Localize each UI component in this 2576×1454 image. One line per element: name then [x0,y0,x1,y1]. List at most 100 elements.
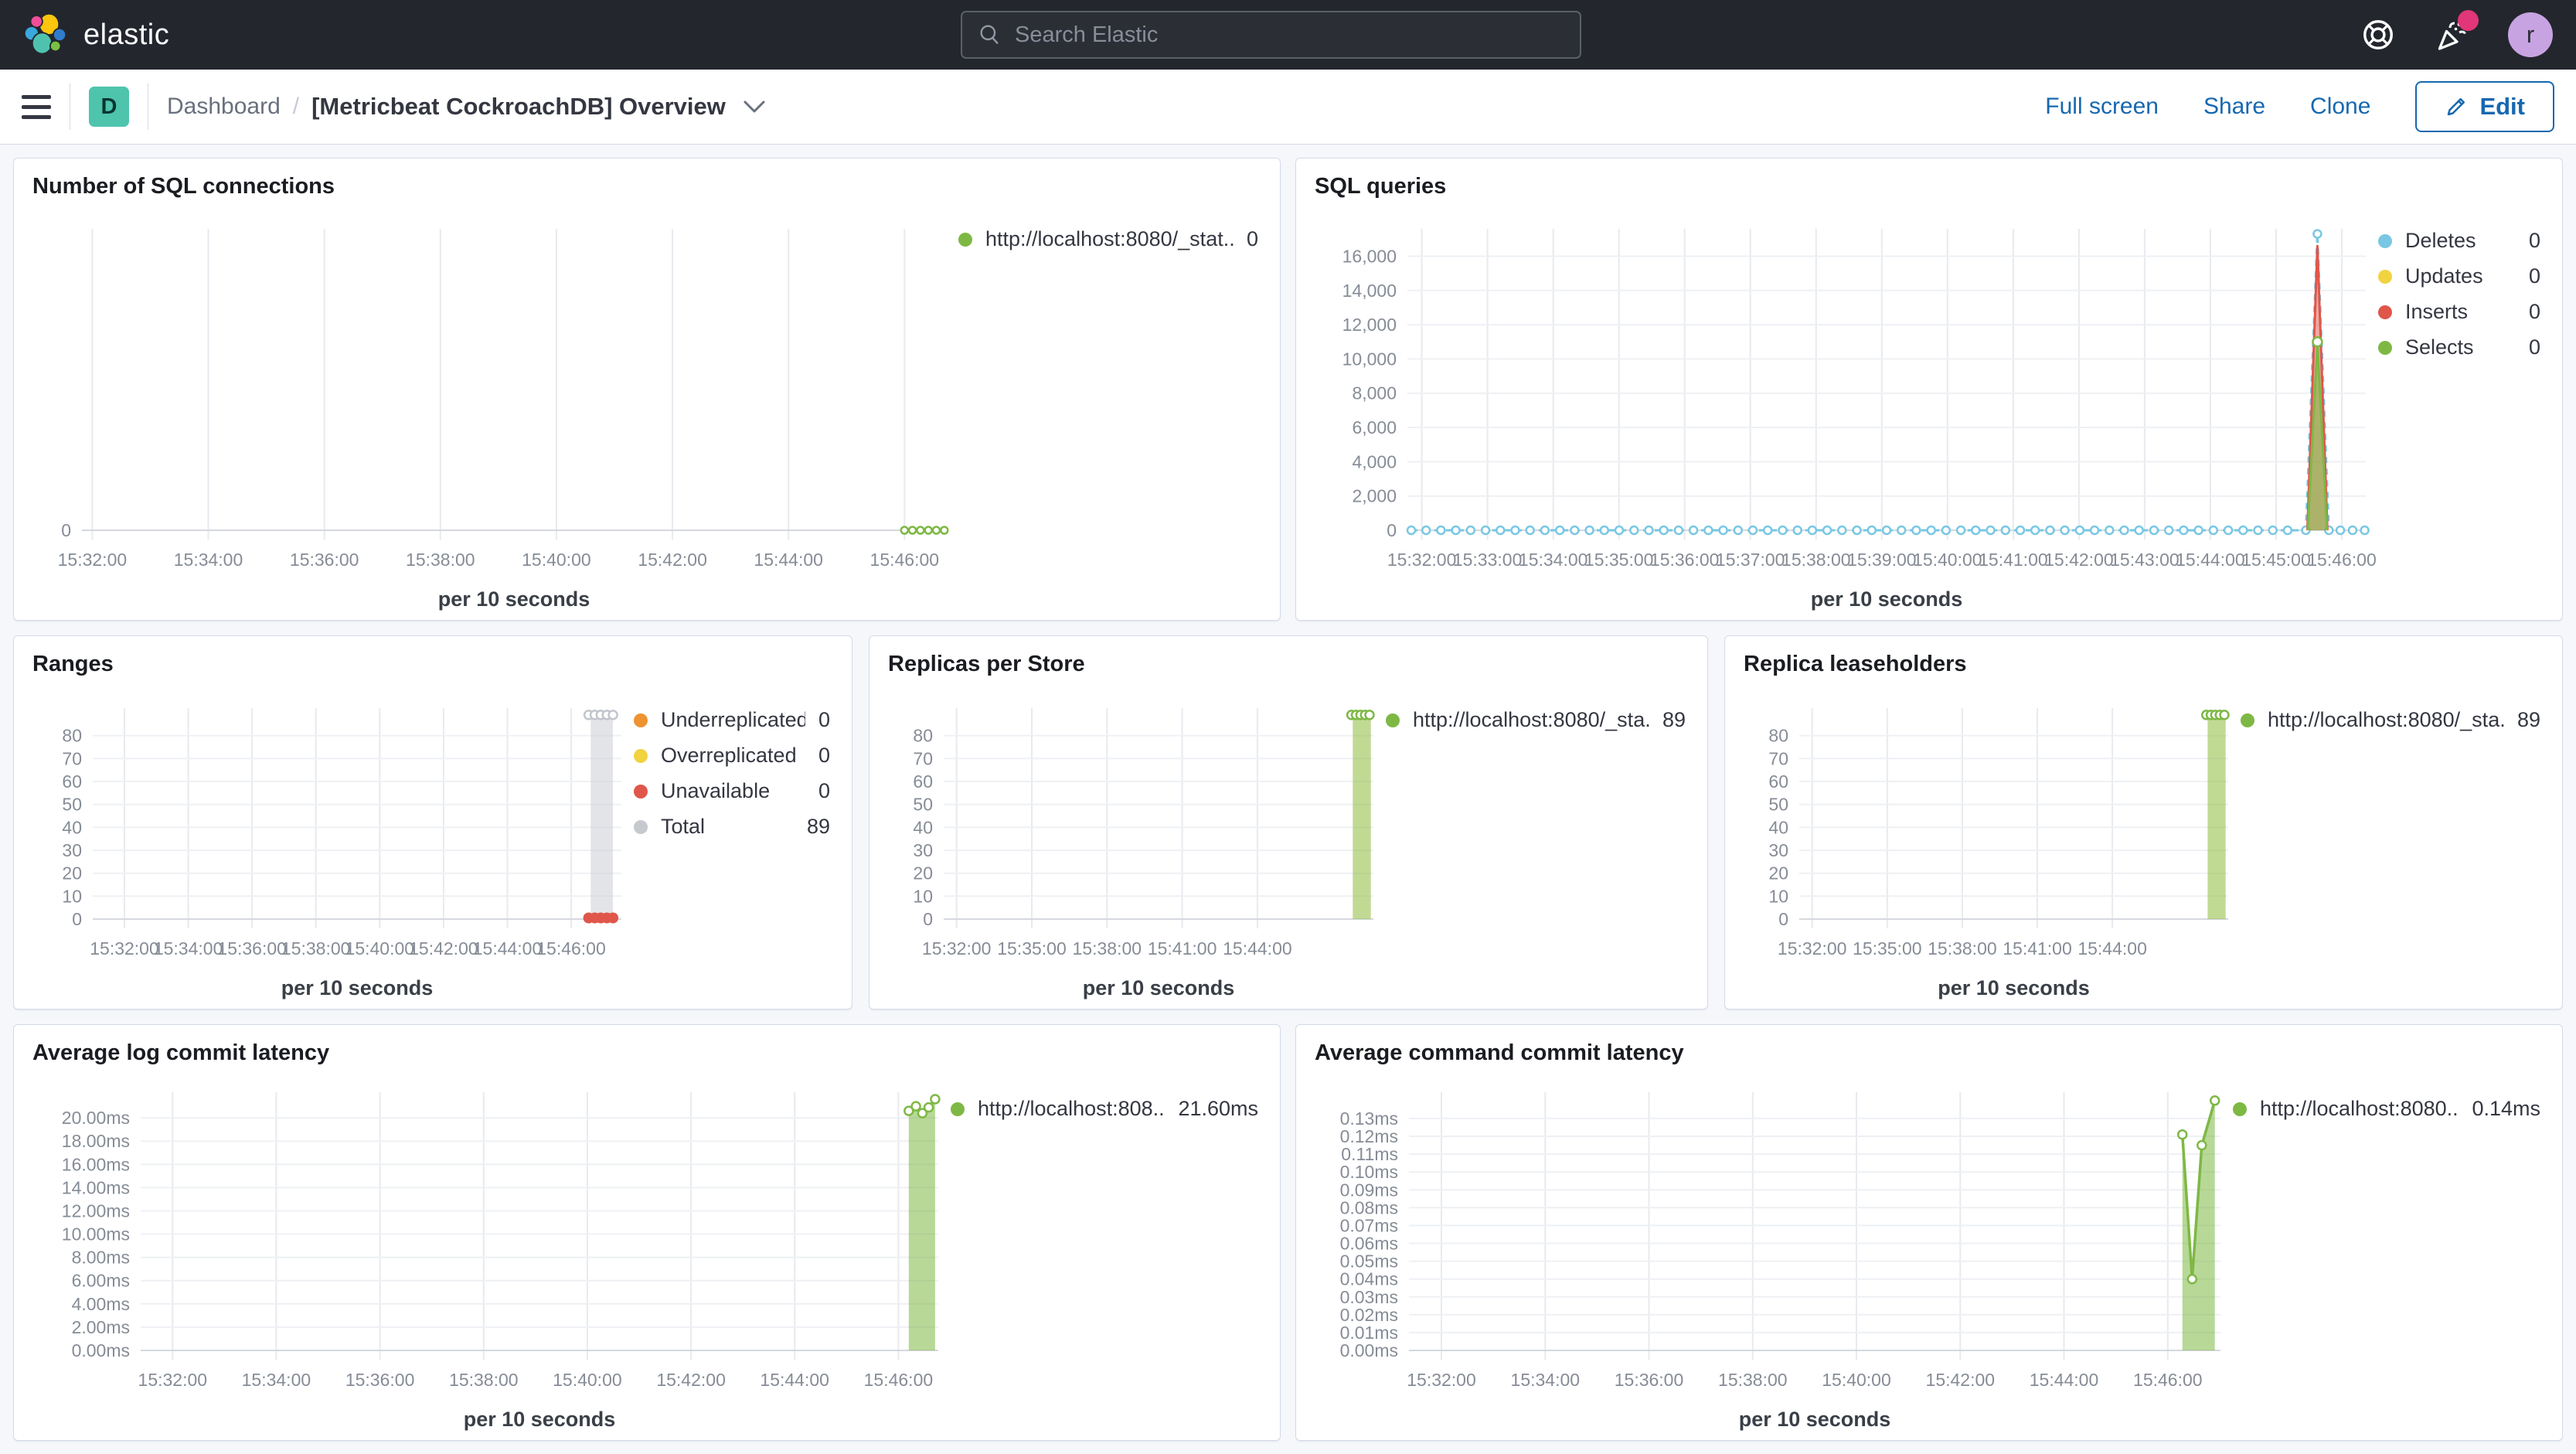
panel-average-command-commit-latency: Average command commit latency 0.00ms 0.0… [1295,1024,2563,1441]
svg-text:15:32:00: 15:32:00 [58,550,128,570]
svg-text:16.00ms: 16.00ms [62,1154,130,1174]
svg-text:15:36:00: 15:36:00 [1615,1370,1684,1390]
legend-item[interactable]: Total 89 [634,815,830,839]
legend-item[interactable]: http://localhost:808... 21.60ms [951,1097,1258,1121]
svg-text:per 10 seconds: per 10 seconds [281,976,434,999]
legend-label: Underreplicated [661,708,805,731]
breadcrumb-dashboard[interactable]: Dashboard [167,94,281,119]
legend-item[interactable]: Updates 0 [2378,264,2540,288]
svg-text:16,000: 16,000 [1342,246,1397,266]
svg-text:30: 30 [913,840,933,860]
legend-dot-icon [2233,1102,2247,1116]
svg-text:6,000: 6,000 [1352,417,1397,438]
chevron-down-icon [744,100,765,113]
svg-text:8.00ms: 8.00ms [72,1248,130,1268]
chart-number-of-sql-connections[interactable]: 0 15:32:00 15:34:00 15:36:00 15:38:00 15:40:0… [32,209,958,611]
legend-dot-icon [2378,305,2392,319]
svg-text:50: 50 [62,795,82,815]
legend-item[interactable]: Deletes 0 [2378,229,2540,253]
legend-dot-icon [2378,340,2392,355]
svg-text:15:40:00: 15:40:00 [522,550,591,570]
svg-text:15:43:00: 15:43:00 [2110,550,2180,570]
svg-text:2,000: 2,000 [1352,486,1397,506]
chart-canvas[interactable]: 0 2,000 4,000 6,000 8,000 10,000 12,000 14,000 1… [1315,209,2378,611]
legend-item[interactable]: Selects 0 [2378,335,2540,359]
legend-label: Updates [2405,264,2483,288]
elastic-logo[interactable]: elastic [23,12,169,57]
help-button[interactable] [2360,16,2397,53]
legend-item[interactable]: http://localhost:8080/_sta... 89 [2241,708,2540,732]
user-avatar[interactable]: r [2508,12,2553,57]
svg-text:15:36:00: 15:36:00 [217,938,287,959]
svg-text:15:42:00: 15:42:00 [2044,550,2114,570]
edit-button[interactable]: Edit [2415,81,2554,132]
svg-text:15:32:00: 15:32:00 [1407,1370,1476,1390]
legend-item[interactable]: Overreplicated 0 [634,744,830,768]
chart-canvas[interactable]: 0.00ms0.01ms0.02ms0.03ms0.04ms0.05ms0.06… [1315,1075,2233,1431]
svg-text:15:41:00: 15:41:00 [2003,938,2072,959]
chart-sql-queries[interactable]: 0 2,000 4,000 6,000 8,000 10,000 12,000 14,000 1… [1315,209,2378,611]
svg-text:15:46:00: 15:46:00 [2133,1370,2203,1390]
svg-text:14.00ms: 14.00ms [62,1177,130,1197]
chart-legend: Deletes 0 Updates 0 Inserts 0 Selects 0 [2378,229,2544,611]
panel-number-of-sql-connections: Number of SQL connections 0 15:32:00 15:34… [13,158,1281,621]
legend-value: 0 [2528,335,2540,359]
svg-text:15:41:00: 15:41:00 [1148,938,1217,959]
global-search[interactable] [961,11,1581,59]
panel-title: Replica leaseholders [1744,652,1967,676]
svg-text:15:44:00: 15:44:00 [473,938,543,959]
menu-button[interactable] [22,94,51,119]
chart-average-command-commit-latency[interactable]: 0.00ms 0.01ms 0.02ms 0.03ms 0.04ms 0.05ms 0.06… [1315,1075,2233,1431]
svg-text:15:38:00: 15:38:00 [1718,1370,1788,1390]
svg-text:4,000: 4,000 [1352,451,1397,472]
chart-ranges[interactable]: 0 10 20 30 40 50 60 70 80 15:32:00 15:34:00 15:36:0… [32,686,634,999]
svg-text:10: 10 [62,886,82,906]
legend-value: 0.14ms [2472,1097,2540,1120]
svg-text:0.00ms: 0.00ms [1340,1340,1398,1360]
svg-text:14,000: 14,000 [1342,281,1397,301]
full-screen-button[interactable]: Full screen [2045,94,2159,119]
panel-replicas-per-store: Replicas per Store 0 10 20 30 40 50 60 70 80 15:3… [869,635,1708,1010]
svg-text:15:45:00: 15:45:00 [2241,550,2311,570]
panel-title: Number of SQL connections [32,174,335,199]
legend-dot-icon [1386,713,1400,727]
chart-replicas-per-store[interactable]: 0 10 20 30 40 50 60 70 80 15:32:00 15:35:00 15:38:0… [888,686,1386,999]
share-button[interactable]: Share [2203,94,2266,119]
svg-text:15:36:00: 15:36:00 [1650,550,1720,570]
svg-text:15:44:00: 15:44:00 [2077,938,2147,959]
space-badge[interactable]: D [89,87,129,127]
svg-text:15:34:00: 15:34:00 [1519,550,1588,570]
svg-text:12.00ms: 12.00ms [62,1200,130,1221]
svg-text:15:41:00: 15:41:00 [1979,550,2048,570]
legend-label: Total [661,815,706,838]
legend-value: 0 [2528,229,2540,252]
svg-text:20: 20 [913,863,933,884]
newsfeed-button[interactable] [2434,10,2479,53]
legend-item[interactable]: http://localhost:8080/_stat... 0 [958,227,1258,251]
legend-item[interactable]: http://localhost:8080/_sta... 89 [1386,708,1686,732]
svg-text:15:40:00: 15:40:00 [345,938,415,959]
legend-item[interactable]: Unavailable 0 [634,779,830,803]
search-input[interactable] [1015,22,1564,48]
legend-dot-icon [634,713,648,727]
panel-average-log-commit-latency: Average log commit latency 0.00ms 2.00ms 4… [13,1024,1281,1441]
chart-replica-leaseholders[interactable]: 0 10 20 30 40 50 60 70 80 15:32:00 15:35:00 15:38:0… [1744,686,2241,999]
title-options-button[interactable] [743,98,766,115]
legend-item[interactable]: http://localhost:8080... 0.14ms [2233,1097,2540,1121]
svg-text:30: 30 [62,840,82,860]
legend-dot-icon [634,784,648,799]
legend-item[interactable]: Inserts 0 [2378,300,2540,324]
svg-text:20: 20 [62,863,82,884]
chart-average-log-commit-latency[interactable]: 0.00ms 2.00ms 4.00ms 6.00ms 8.00ms 10.00ms 12.… [32,1075,951,1431]
legend-value: 89 [2516,708,2540,731]
legend-item[interactable]: Underreplicated 0 [634,708,830,732]
avatar-initial: r [2526,21,2535,48]
chart-canvas[interactable]: 0.00ms 2.00ms 4.00ms 6.00ms 8.00ms 10.00ms 12.… [32,1075,951,1431]
svg-text:70: 70 [1768,748,1788,768]
chart-canvas[interactable]: 0 15:32:00 15:34:00 15:36:00 15:38:00 15:40:0… [32,209,958,611]
clone-button[interactable]: Clone [2310,94,2371,119]
legend-label: http://localhost:8080... [2260,1097,2459,1120]
